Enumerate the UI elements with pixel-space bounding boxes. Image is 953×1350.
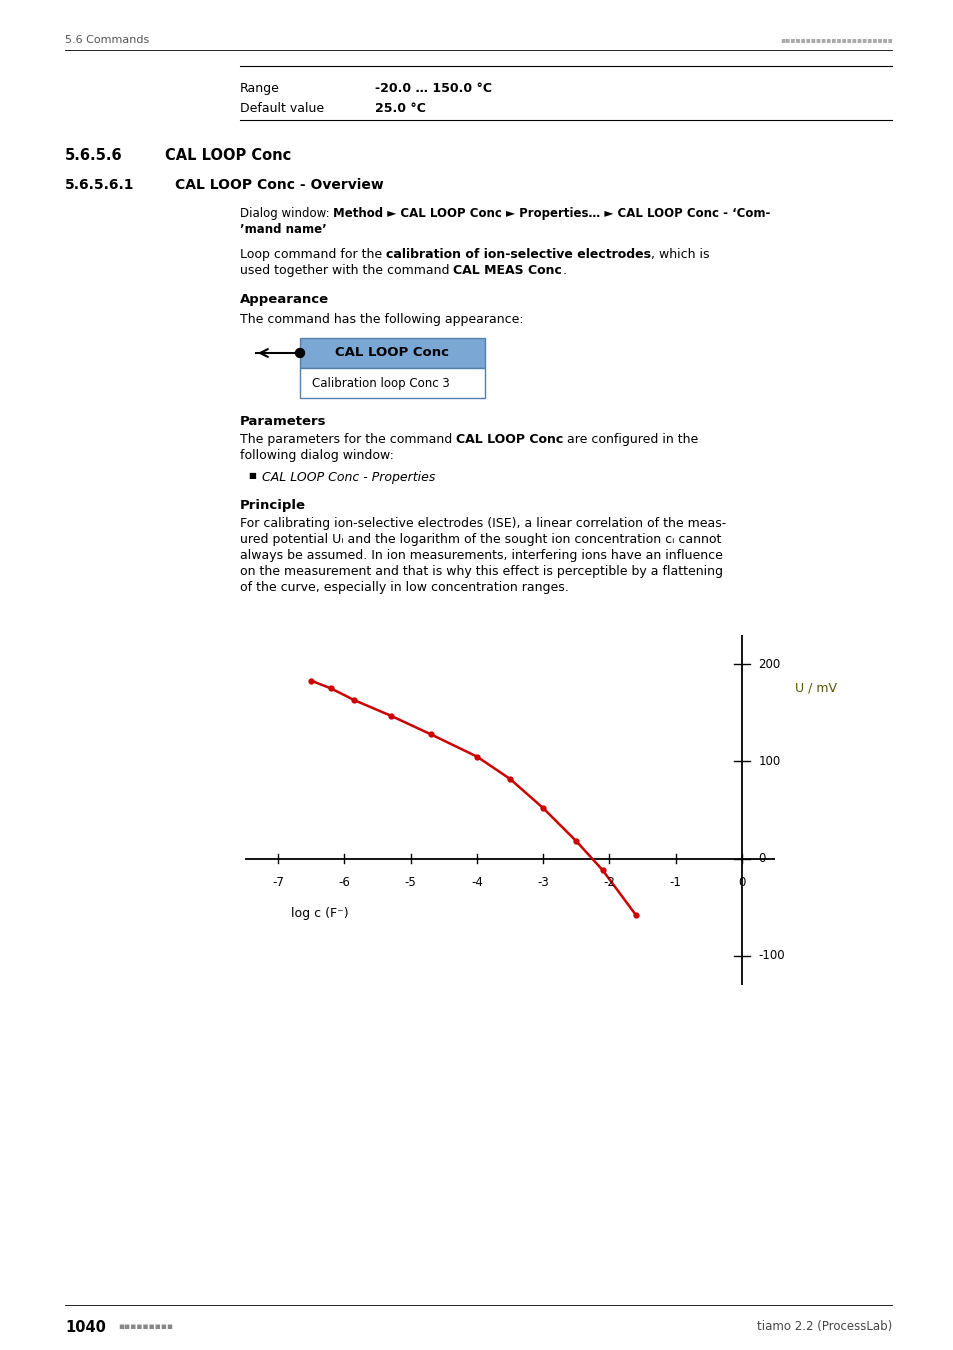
Text: Method ► CAL LOOP Conc ► Properties… ► CAL LOOP Conc - ‘Com-: Method ► CAL LOOP Conc ► Properties… ► C… xyxy=(333,207,770,220)
Text: The command has the following appearance:: The command has the following appearance… xyxy=(240,313,523,325)
Text: CAL MEAS Conc: CAL MEAS Conc xyxy=(453,265,561,277)
Text: CAL LOOP Conc: CAL LOOP Conc xyxy=(165,148,291,163)
Text: CAL LOOP Conc - Overview: CAL LOOP Conc - Overview xyxy=(174,178,383,192)
Text: -3: -3 xyxy=(537,876,548,890)
Text: -6: -6 xyxy=(338,876,350,890)
Text: 25.0 °C: 25.0 °C xyxy=(375,103,425,115)
Text: -1: -1 xyxy=(669,876,680,890)
Text: ’mand name’: ’mand name’ xyxy=(240,223,327,236)
Text: -20.0 … 150.0 °C: -20.0 … 150.0 °C xyxy=(375,82,492,94)
Text: , which is: , which is xyxy=(651,248,709,261)
Text: ured potential Uᵢ and the logarithm of the sought ion concentration cᵢ cannot: ured potential Uᵢ and the logarithm of t… xyxy=(240,533,720,545)
Text: CAL LOOP Conc: CAL LOOP Conc xyxy=(456,433,563,446)
Text: ■: ■ xyxy=(248,471,255,481)
Text: always be assumed. In ion measurements, interfering ions have an influence: always be assumed. In ion measurements, … xyxy=(240,549,722,562)
Text: Loop command for the: Loop command for the xyxy=(240,248,386,261)
Text: 200: 200 xyxy=(758,657,780,671)
Text: Principle: Principle xyxy=(240,500,306,512)
Text: For calibrating ion-selective electrodes (ISE), a linear correlation of the meas: For calibrating ion-selective electrodes… xyxy=(240,517,725,531)
Text: -4: -4 xyxy=(471,876,482,890)
Text: ▪▪▪▪▪▪▪▪▪▪▪▪▪▪▪▪▪▪▪▪▪▪: ▪▪▪▪▪▪▪▪▪▪▪▪▪▪▪▪▪▪▪▪▪▪ xyxy=(780,35,892,45)
Text: 5.6.5.6: 5.6.5.6 xyxy=(65,148,123,163)
Text: are configured in the: are configured in the xyxy=(563,433,698,446)
Text: ▪▪▪▪▪▪▪▪▪: ▪▪▪▪▪▪▪▪▪ xyxy=(118,1322,172,1331)
Text: Range: Range xyxy=(240,82,279,94)
FancyBboxPatch shape xyxy=(299,369,484,398)
Text: CAL LOOP Conc - Properties: CAL LOOP Conc - Properties xyxy=(262,471,435,485)
Text: -5: -5 xyxy=(404,876,416,890)
Text: 5.6 Commands: 5.6 Commands xyxy=(65,35,149,45)
Text: 100: 100 xyxy=(758,755,780,768)
Text: calibration of ion-selective electrodes: calibration of ion-selective electrodes xyxy=(386,248,651,261)
Text: used together with the command: used together with the command xyxy=(240,265,453,277)
Circle shape xyxy=(295,348,304,358)
Text: .: . xyxy=(561,265,566,277)
Text: -2: -2 xyxy=(603,876,615,890)
Text: The parameters for the command: The parameters for the command xyxy=(240,433,456,446)
Text: following dialog window:: following dialog window: xyxy=(240,450,394,462)
Text: 1040: 1040 xyxy=(65,1320,106,1335)
Text: -7: -7 xyxy=(272,876,284,890)
Text: on the measurement and that is why this effect is perceptible by a flattening: on the measurement and that is why this … xyxy=(240,566,722,578)
FancyBboxPatch shape xyxy=(299,338,484,369)
Text: 0: 0 xyxy=(758,852,765,865)
Text: CAL LOOP Conc: CAL LOOP Conc xyxy=(335,347,449,359)
Text: Default value: Default value xyxy=(240,103,324,115)
Text: Appearance: Appearance xyxy=(240,293,329,306)
Text: log c (F⁻): log c (F⁻) xyxy=(291,907,349,921)
Text: 0: 0 xyxy=(738,876,745,890)
Text: -100: -100 xyxy=(758,949,784,963)
Text: tiamo 2.2 (ProcessLab): tiamo 2.2 (ProcessLab) xyxy=(756,1320,891,1332)
Text: U / mV: U / mV xyxy=(794,682,836,695)
Text: Parameters: Parameters xyxy=(240,414,326,428)
Text: Dialog window:: Dialog window: xyxy=(240,207,333,220)
Text: Calibration loop Conc 3: Calibration loop Conc 3 xyxy=(312,377,449,390)
Text: 5.6.5.6.1: 5.6.5.6.1 xyxy=(65,178,134,192)
Text: of the curve, especially in low concentration ranges.: of the curve, especially in low concentr… xyxy=(240,580,568,594)
